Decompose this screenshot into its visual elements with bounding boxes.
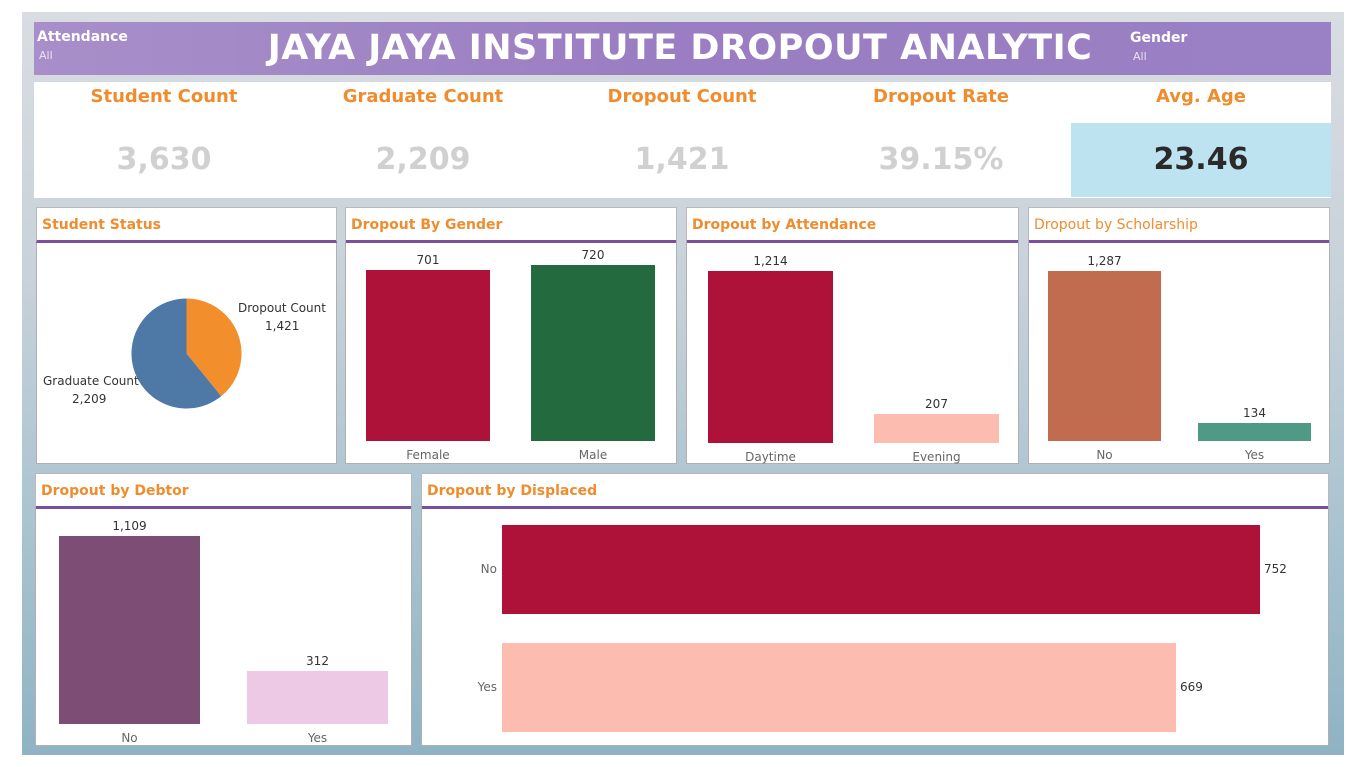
scholarship-axis-yes: Yes	[1244, 448, 1265, 462]
kpi-student-count-label: Student Count	[90, 86, 238, 107]
displaced-axis-yes: Yes	[477, 679, 497, 694]
kpi-graduate-count-value: 2,209	[375, 142, 471, 177]
attendance-title: Dropout by Attendance	[686, 207, 1019, 243]
kpi-student-count-value: 3,630	[116, 142, 212, 177]
kpi-avg-age-label: Avg. Age	[1155, 86, 1247, 107]
displaced-value-no: 752	[1264, 561, 1287, 576]
scholarship-title: Dropout by Scholarship	[1028, 207, 1330, 243]
pie-label-graduate-name: Graduate Count	[43, 374, 139, 388]
student-status-pie	[131, 298, 242, 409]
gender-filter-label: Gender	[1130, 30, 1188, 46]
gender-bar-male[interactable]	[531, 265, 655, 441]
debtor-axis-yes: Yes	[307, 731, 328, 745]
debtor-bar-yes[interactable]	[247, 671, 388, 724]
displaced-title: Dropout by Displaced	[421, 473, 1329, 509]
gender-axis-female: Female	[406, 448, 450, 462]
scholarship-bar-yes[interactable]	[1198, 423, 1311, 441]
debtor-value-yes: 312	[306, 654, 329, 668]
gender-axis-male: Male	[578, 448, 608, 462]
gender-value-male: 720	[581, 248, 605, 262]
attendance-axis-evening: Evening	[912, 450, 961, 464]
attendance-filter-value[interactable]: All	[39, 49, 53, 62]
gender-title: Dropout By Gender	[345, 207, 677, 243]
kpi-dropout-rate-label: Dropout Rate	[873, 86, 1009, 107]
debtor-border	[35, 507, 412, 746]
attendance-axis-daytime: Daytime	[745, 450, 796, 464]
scholarship-axis-no: No	[1096, 448, 1113, 462]
debtor-axis-no: No	[121, 731, 138, 745]
displaced-value-yes: 669	[1180, 679, 1203, 694]
attendance-value-evening: 207	[925, 397, 948, 411]
dashboard-header	[34, 22, 1331, 75]
avg-age-highlight	[1071, 123, 1331, 197]
displaced-bar-yes[interactable]	[502, 643, 1176, 732]
gender-border	[345, 241, 677, 464]
scholarship-value-yes: 134	[1243, 406, 1266, 420]
student-status-border	[36, 243, 337, 464]
scholarship-bar-no[interactable]	[1048, 271, 1161, 441]
kpi-dropout-rate-value: 39.15%	[878, 142, 1004, 177]
dashboard-title: JAYA JAYA INSTITUTE DROPOUT ANALYTIC	[267, 28, 1093, 68]
pie-slice-graduate-count[interactable]	[131, 298, 222, 409]
debtor-bar-no[interactable]	[59, 536, 200, 724]
pie-label-graduate-value: 2,209	[72, 392, 107, 406]
pie-label-dropout-name: Dropout Count	[238, 301, 326, 315]
displaced-axis-no: No	[480, 561, 497, 576]
gender-bar-female[interactable]	[366, 270, 490, 441]
attendance-bar-evening[interactable]	[874, 414, 999, 443]
gender-filter-value[interactable]: All	[1133, 50, 1147, 63]
attendance-value-daytime: 1,214	[753, 254, 788, 268]
pie-slice-dropout-count[interactable]	[186, 298, 242, 397]
attendance-border	[686, 241, 1019, 464]
gender-value-female: 701	[416, 253, 440, 267]
debtor-title: Dropout by Debtor	[35, 473, 412, 509]
debtor-value-no: 1,109	[112, 519, 147, 533]
displaced-bar-no[interactable]	[502, 525, 1260, 614]
pie-label-dropout-value: 1,421	[265, 319, 300, 333]
scholarship-border	[1028, 241, 1330, 464]
scholarship-value-no: 1,287	[1087, 254, 1122, 268]
kpi-dropout-count-label: Dropout Count	[607, 86, 757, 107]
attendance-bar-daytime[interactable]	[708, 271, 833, 443]
kpi-dropout-count-value: 1,421	[634, 142, 730, 177]
attendance-filter-label: Attendance	[37, 29, 128, 45]
kpi-graduate-count-label: Graduate Count	[342, 86, 504, 107]
kpi-avg-age-value: 23.46	[1153, 142, 1249, 177]
displaced-border	[421, 507, 1329, 746]
student-status-title: Student Status	[36, 207, 337, 243]
